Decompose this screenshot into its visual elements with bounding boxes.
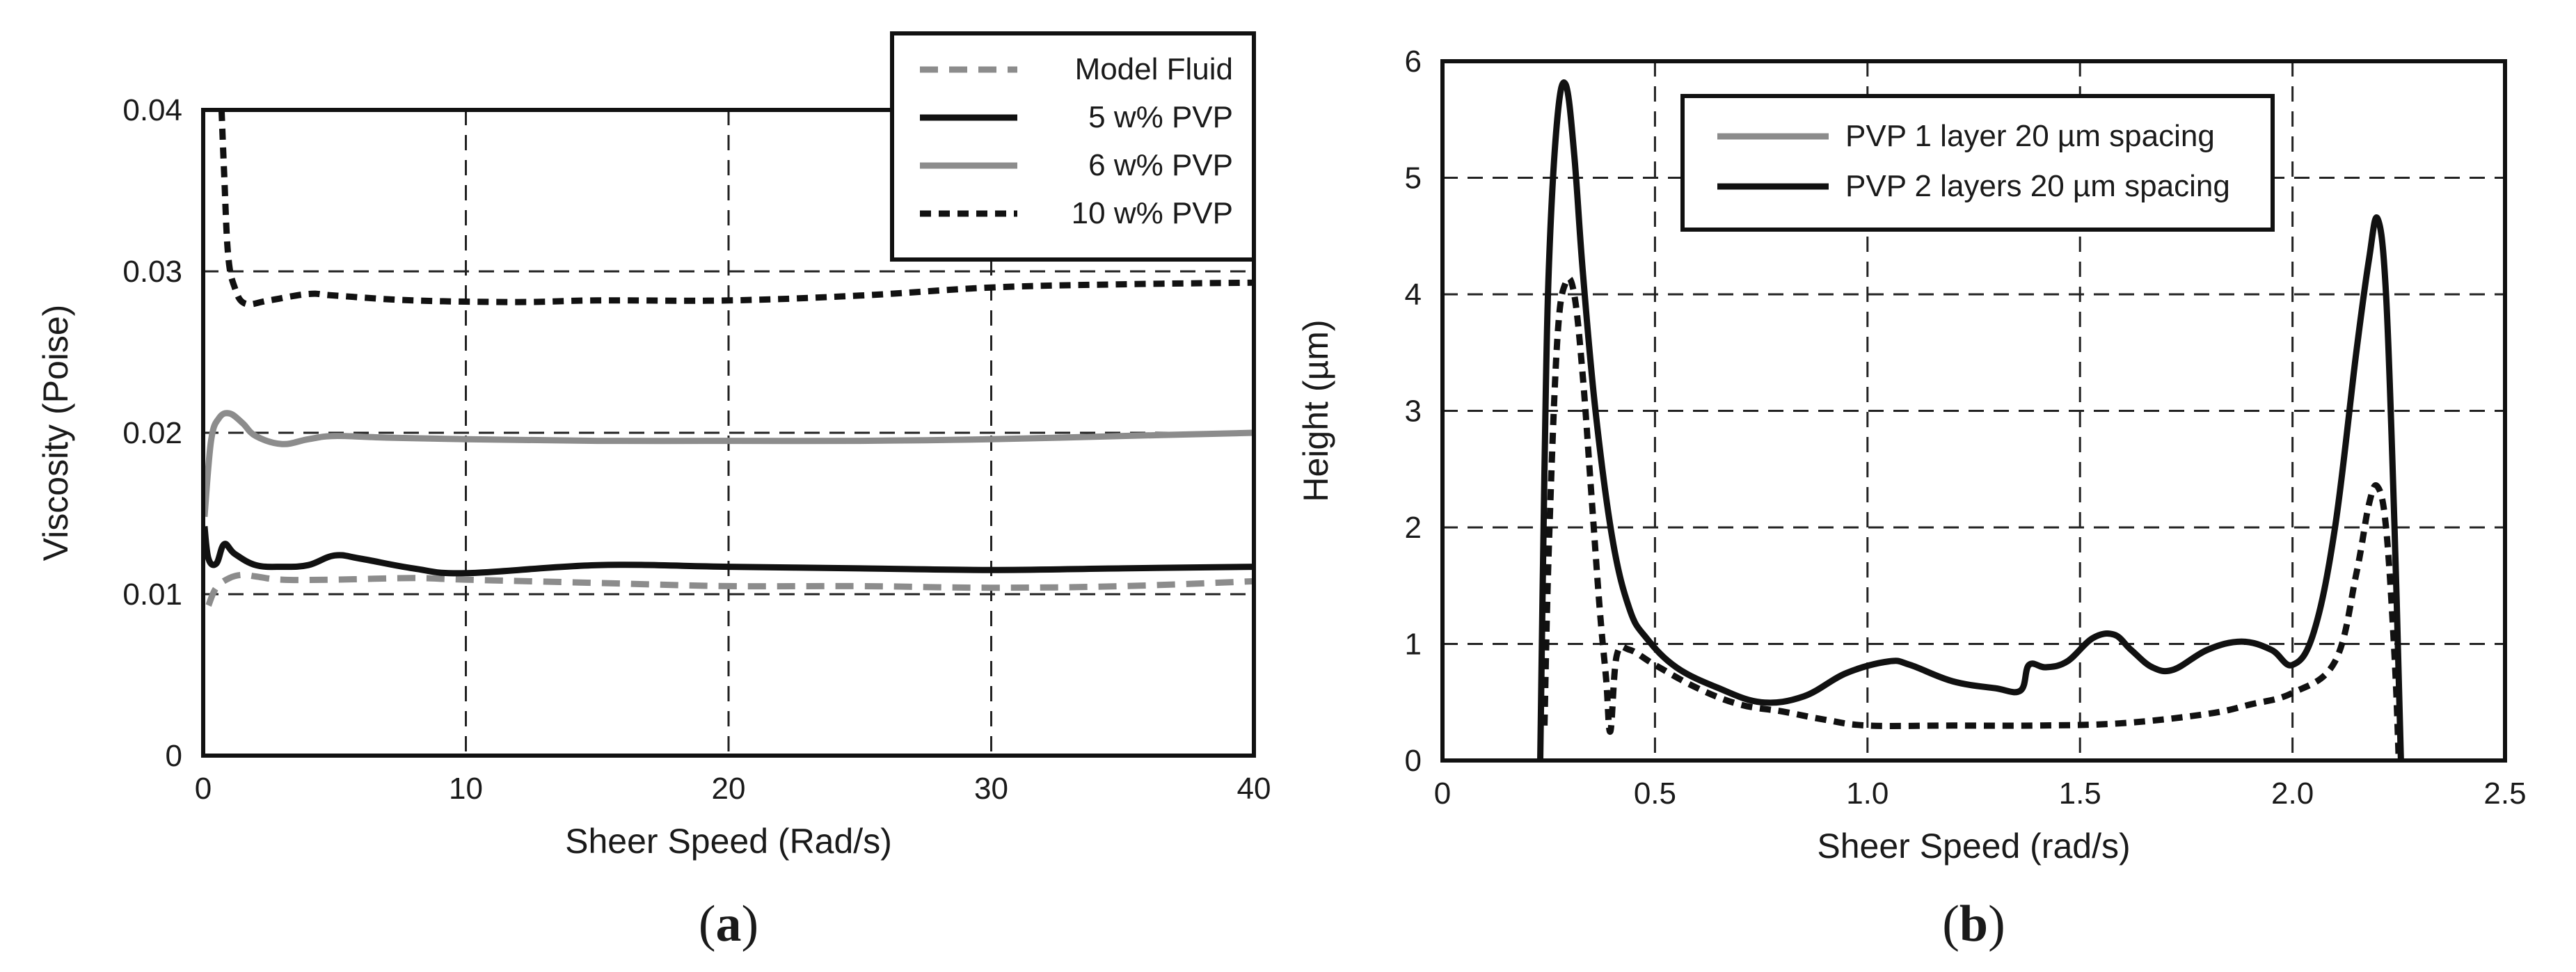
panel-b-x-axis-label: Sheer Speed (rad/s) (1817, 827, 2130, 866)
panel-a-x-axis-label: Sheer Speed (Rad/s) (565, 822, 892, 861)
a-x-tick-label: 20 (712, 772, 746, 806)
a-x-tick-label: 10 (449, 772, 483, 806)
b-x-tick-label: 0.5 (1634, 776, 1676, 811)
panel-b-series (1537, 79, 2404, 761)
a-y-tick-label: 0.02 (122, 416, 182, 450)
panel-a-tick-labels: 0 10 20 30 40 0 0.01 0.02 0.03 0.04 (122, 93, 1271, 806)
panel-b-caption: (b) (1942, 895, 2005, 953)
a-series-line-2 (201, 410, 1255, 517)
panel-b-height-chart: 0 0.5 1.0 1.5 2.0 2.5 0 1 2 3 4 5 6 Sheer Speed (rad… (1296, 45, 2527, 953)
b-x-tick-label: 0 (1434, 776, 1451, 811)
b-y-tick-label: 0 (1405, 744, 1422, 778)
a-series-line-1 (201, 526, 1255, 577)
b-y-tick-label: 6 (1405, 45, 1422, 79)
a-legend-label: 10 w% PVP (1072, 196, 1233, 230)
a-y-tick-label: 0.03 (122, 255, 182, 289)
b-y-tick-label: 4 (1405, 278, 1422, 312)
b-x-tick-label: 1.0 (1846, 776, 1889, 811)
b-series-line-0 (1537, 79, 2404, 761)
panel-a-caption-letter: a (716, 895, 742, 953)
b-y-tick-label: 3 (1405, 395, 1422, 429)
panel-b-y-axis-label: Height (µm) (1296, 319, 1335, 502)
a-series-line-3 (218, 109, 1255, 308)
b-x-tick-label: 1.5 (2059, 776, 2101, 811)
panel-b-plot-frame (1440, 59, 2507, 763)
a-x-tick-label: 0 (195, 772, 212, 806)
a-x-tick-label: 40 (1237, 772, 1271, 806)
b-legend-label: PVP 2 layers 20 µm spacing (1845, 169, 2230, 203)
panel-a-viscosity-chart: 0 10 20 30 40 0 0.01 0.02 0.03 0.04 Sheer Speed (… (36, 31, 1271, 953)
panel-a-series (201, 109, 1255, 607)
b-x-tick-label: 2.0 (2271, 776, 2314, 811)
a-x-tick-label: 30 (974, 772, 1008, 806)
a-legend-label: Model Fluid (1075, 52, 1233, 86)
b-series-line-1 (1541, 275, 2402, 761)
panel-b-legend: PVP 1 layer 20 µm spacing PVP 2 layers 20… (1680, 94, 2275, 232)
panel-a-legend: Model Fluid 5 w% PVP 6 w% PVP 10 w% PVP (890, 31, 1256, 262)
a-legend-label: 5 w% PVP (1088, 100, 1233, 134)
a-y-tick-label: 0.01 (122, 577, 182, 612)
b-x-tick-label: 2.5 (2483, 776, 2526, 811)
panel-b-caption-letter: b (1959, 895, 1988, 953)
panel-a-caption: (a) (699, 895, 758, 953)
a-legend-label: 6 w% PVP (1088, 148, 1233, 182)
b-y-tick-label: 5 (1405, 161, 1422, 196)
a-y-tick-label: 0 (166, 739, 182, 773)
panel-b-tick-labels: 0 0.5 1.0 1.5 2.0 2.5 0 1 2 3 4 5 6 (1405, 45, 2527, 811)
b-y-tick-label: 1 (1405, 628, 1422, 662)
panel-a-y-axis-label: Viscosity (Poise) (36, 305, 75, 561)
a-y-tick-label: 0.04 (122, 93, 182, 127)
panel-a-plot-frame (201, 108, 1256, 758)
a-series-line-0 (205, 571, 1255, 607)
b-y-tick-label: 2 (1405, 511, 1422, 545)
b-legend-label: PVP 1 layer 20 µm spacing (1845, 119, 2215, 153)
b-legend-box (1680, 94, 2275, 232)
